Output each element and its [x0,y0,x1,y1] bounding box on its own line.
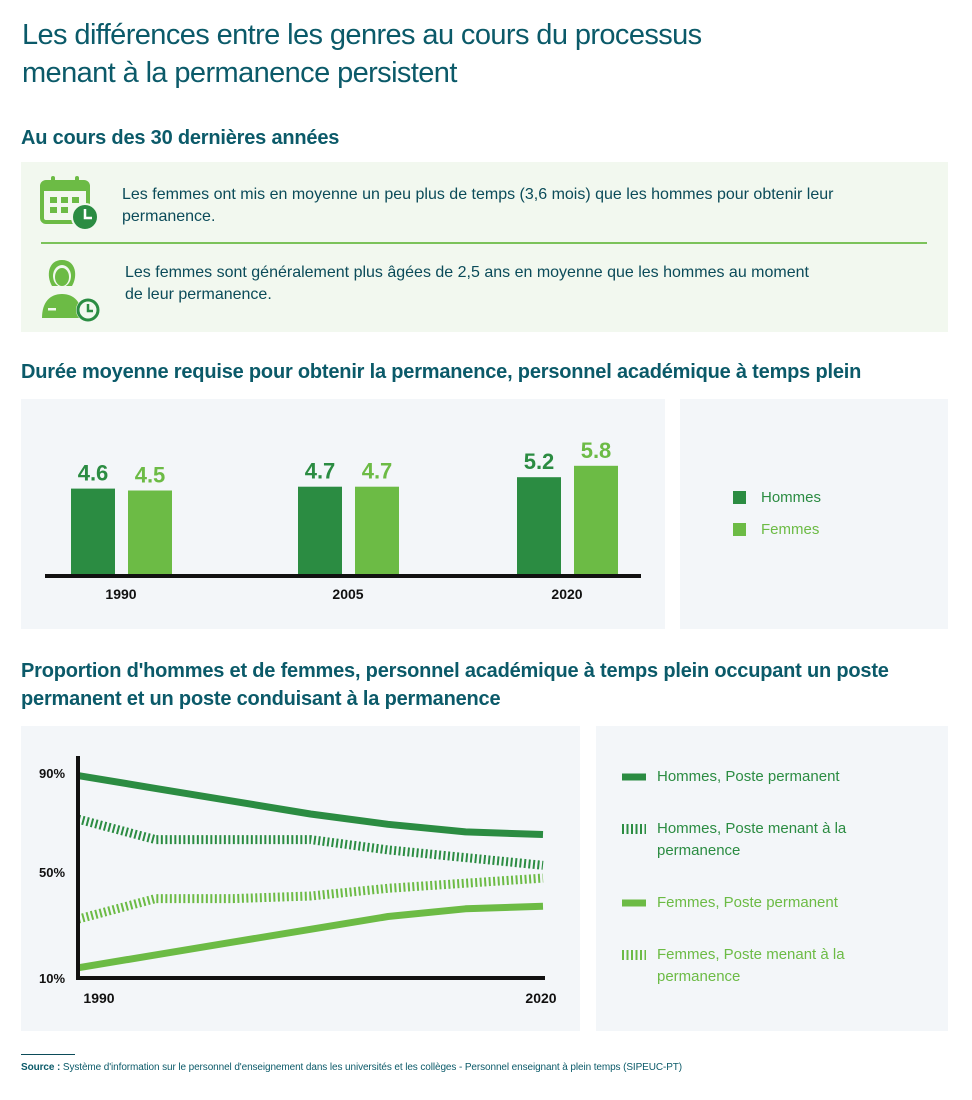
source-rule [21,1054,75,1055]
fact-text: Les femmes ont mis en moyenne un peu plu… [122,186,834,225]
legend-label: Femmes, Poste permanent [657,894,838,911]
legend-swatch [733,491,746,504]
woman-clock-icon [42,260,100,322]
section-heading-30-years: Au cours des 30 dernières années [21,127,340,149]
line-series-3 [77,902,544,972]
bar-hommes-1990 [71,488,115,576]
bar-category-label: 2020 [551,586,582,602]
bar-legend-panel: Hommes Femmes [680,399,948,629]
y-tick-label: 10% [39,971,65,986]
page-title: Les différences entre les genres au cour… [22,19,702,89]
source-label: Source : [21,1062,61,1073]
bar-hommes-2020 [517,477,561,576]
bar-femmes-2020 [574,465,618,576]
legend-line-swatch [622,824,646,834]
bar-category-label: 2005 [332,586,363,602]
section-heading-proportion: Proportion d'hommes et de femmes, person… [21,660,889,710]
section-heading-duration: Durée moyenne requise pour obtenir la pe… [21,361,862,383]
bar-value-label: 4.5 [135,463,166,488]
legend-line-swatch [622,899,646,907]
legend-item-4: Femmes, Poste menant à la permanence [596,944,936,990]
line-chart-panel: 90% 50% 10% 1990 2020 [21,726,580,1031]
bar-femmes-2005 [355,486,399,576]
legend-label: Femmes [761,521,820,538]
x-tick-label: 1990 [83,990,114,1006]
line-series-1 [77,772,544,838]
bar-femmes-1990 [128,490,172,576]
legend-item-3: Femmes, Poste permanent [596,892,936,938]
bar-chart-panel: 4.6 4.5 1990 4.7 4.7 2005 5.2 5.8 2020 [21,399,665,629]
bar-value-label: 5.8 [581,438,612,463]
legend-line-swatch [622,773,646,781]
calendar-clock-icon [40,176,99,231]
line-chart: 90% 50% 10% 1990 2020 [39,756,557,1006]
legend-item-femmes: Femmes [680,519,920,543]
line-series-2 [76,814,544,870]
legend-label: Femmes, Poste menant à la permanence [657,946,845,985]
legend-swatch [733,523,746,536]
source-text: Système d'information sur le personnel d… [62,1062,683,1073]
x-tick-label: 2020 [525,990,556,1006]
divider [41,242,927,244]
line-legend-panel: Hommes, Poste permanent Hommes, Poste men… [596,726,948,1031]
legend-label: Hommes [761,489,822,506]
legend-item-2: Hommes, Poste menant à la permanence [596,818,936,864]
bar-value-label: 5.2 [524,449,555,474]
legend-item-1: Hommes, Poste permanent [596,766,936,812]
legend-label: Hommes, Poste permanent [657,768,840,785]
legend-line-swatch [622,950,646,960]
legend-item-hommes: Hommes [680,487,920,511]
bar-value-label: 4.6 [78,461,109,486]
bar-value-label: 4.7 [305,459,336,484]
source-note: Source : Système d'information sur le pe… [21,1062,682,1073]
y-tick-label: 90% [39,766,65,781]
bar-category-label: 1990 [105,586,136,602]
bar-chart: 4.6 4.5 1990 4.7 4.7 2005 5.2 5.8 2020 [45,438,641,602]
fact-text: Les femmes sont généralement plus âgées … [125,264,809,303]
line-series-4 [76,873,544,924]
bar-value-label: 4.7 [362,459,393,484]
y-tick-label: 50% [39,865,65,880]
legend-label: Hommes, Poste menant à la permanence [657,820,847,859]
bar-hommes-2005 [298,486,342,576]
facts-box: Les femmes ont mis en moyenne un peu plu… [21,162,948,332]
